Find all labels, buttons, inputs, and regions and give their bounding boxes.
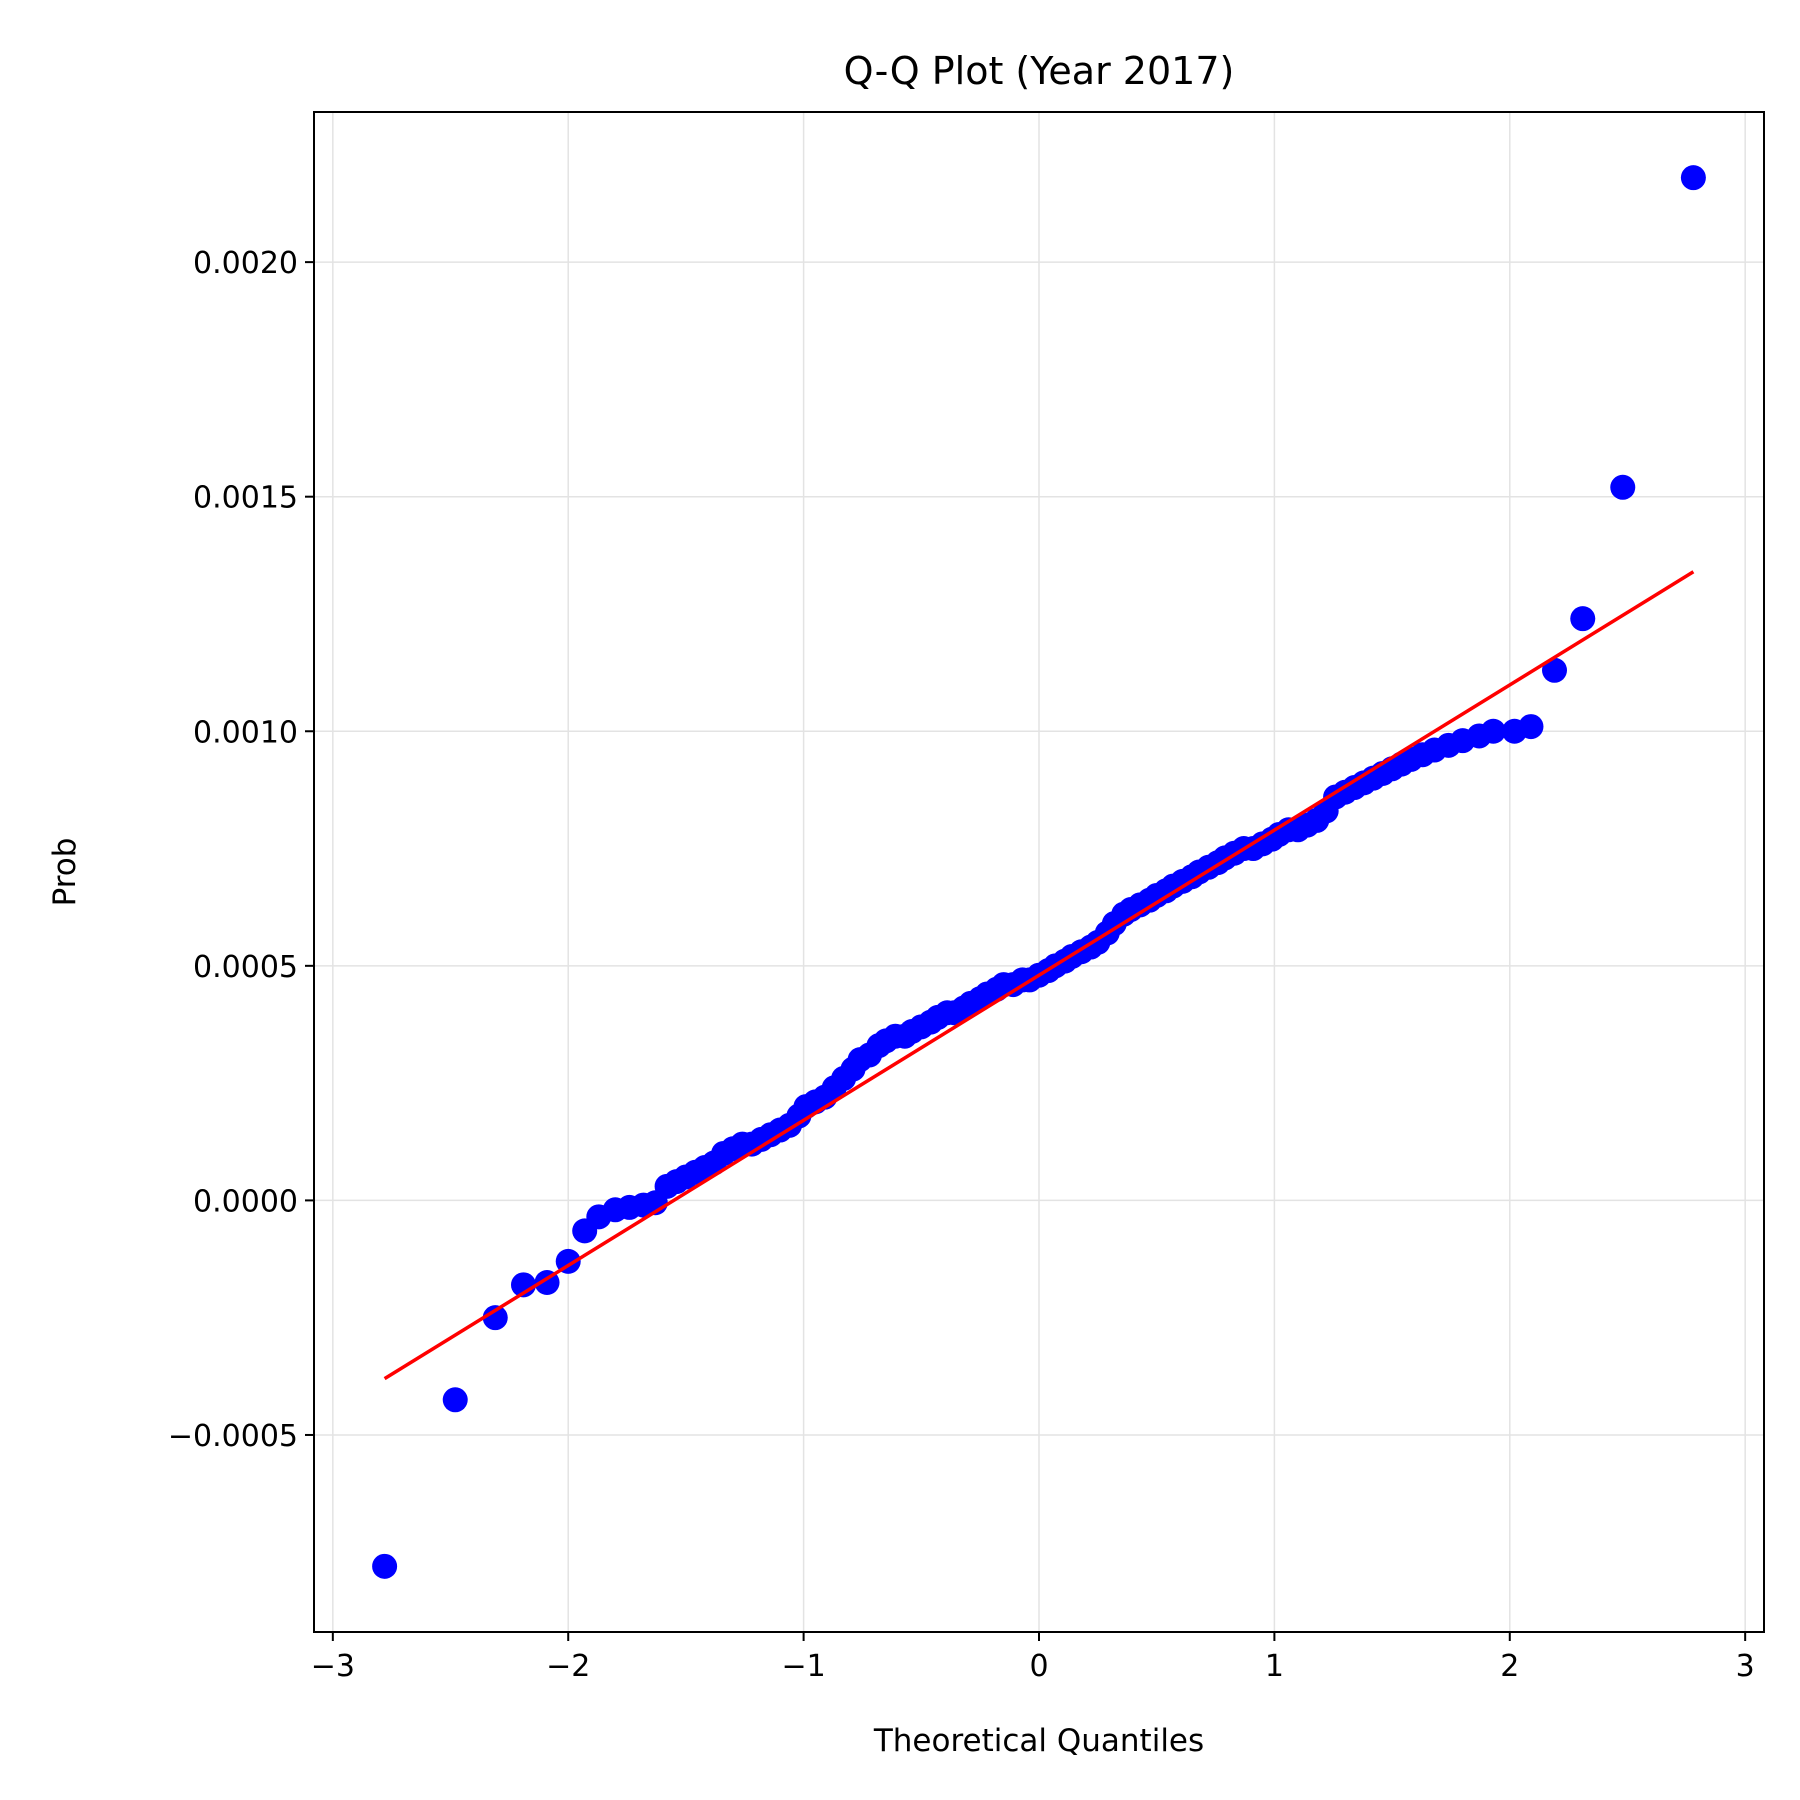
data-point <box>1542 657 1568 683</box>
data-point <box>482 1305 508 1331</box>
y-tick-label: 0.0010 <box>193 715 298 750</box>
x-tick-label: −2 <box>546 1649 590 1684</box>
y-axis-label: Prob <box>47 838 83 907</box>
y-tick-label: 0.0000 <box>193 1184 298 1219</box>
y-tick-label: 0.0015 <box>193 481 298 516</box>
x-tick-label: 1 <box>1265 1649 1284 1684</box>
data-point <box>1610 474 1636 500</box>
x-tick-label: 2 <box>1500 1649 1519 1684</box>
data-point <box>372 1553 398 1579</box>
chart-title: Q-Q Plot (Year 2017) <box>844 49 1235 93</box>
data-point <box>1680 165 1706 191</box>
y-axis-ticks: −0.0005 0.0000 0.0005 0.0010 0.0015 0.0020 <box>168 246 314 1454</box>
y-tick-label: −0.0005 <box>168 1419 298 1454</box>
data-point <box>442 1387 468 1413</box>
x-tick-label: −1 <box>781 1649 825 1684</box>
fit-line-group <box>383 570 1695 1381</box>
data-point <box>1570 606 1596 632</box>
y-tick-label: 0.0020 <box>193 246 298 281</box>
x-tick-label: −3 <box>311 1649 355 1684</box>
y-tick-label: 0.0005 <box>193 950 298 985</box>
x-axis-label: Theoretical Quantiles <box>873 1723 1204 1759</box>
data-point <box>1480 718 1506 744</box>
x-axis-ticks: −3 −2 −1 0 1 2 3 <box>311 1632 1755 1684</box>
fit-line <box>383 570 1695 1381</box>
data-point <box>1518 714 1544 740</box>
x-tick-label: 3 <box>1736 1649 1755 1684</box>
x-tick-label: 0 <box>1029 1649 1048 1684</box>
